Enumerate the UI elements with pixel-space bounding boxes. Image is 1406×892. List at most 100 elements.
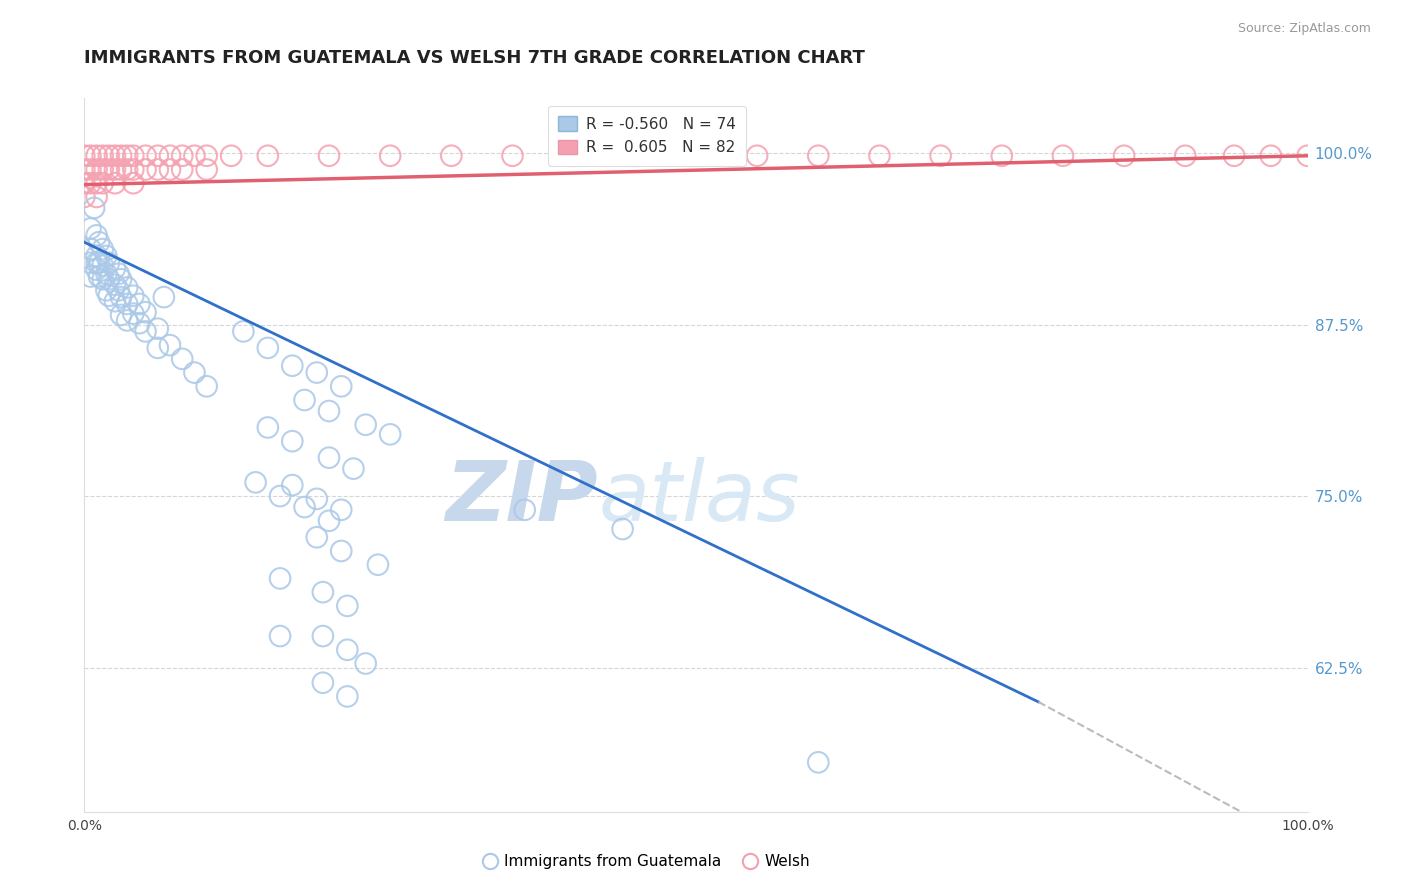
Point xyxy=(86,176,108,190)
Point xyxy=(318,404,340,418)
Point xyxy=(269,571,291,585)
Point xyxy=(318,450,340,465)
Point xyxy=(110,272,132,286)
Point xyxy=(172,149,194,163)
Point xyxy=(97,289,120,303)
Point xyxy=(183,149,205,163)
Point xyxy=(1296,149,1319,163)
Point xyxy=(73,149,96,163)
Point xyxy=(195,162,218,177)
Point xyxy=(122,149,145,163)
Point xyxy=(257,420,280,434)
Point xyxy=(115,297,138,311)
Point xyxy=(367,558,389,572)
Point xyxy=(336,599,359,613)
Point xyxy=(807,756,830,770)
Point xyxy=(110,162,132,177)
Point xyxy=(122,289,145,303)
Point xyxy=(79,242,101,256)
Point xyxy=(115,149,138,163)
Legend: Immigrants from Guatemala, Welsh: Immigrants from Guatemala, Welsh xyxy=(478,848,815,875)
Point xyxy=(87,256,110,270)
Text: Source: ZipAtlas.com: Source: ZipAtlas.com xyxy=(1237,22,1371,36)
Point xyxy=(97,162,120,177)
Point xyxy=(1260,149,1282,163)
Point xyxy=(115,313,138,327)
Point xyxy=(104,294,127,309)
Point xyxy=(122,176,145,190)
Point xyxy=(86,262,108,277)
Point xyxy=(96,267,118,281)
Point xyxy=(342,461,364,475)
Point xyxy=(122,307,145,321)
Point xyxy=(562,149,585,163)
Point xyxy=(807,149,830,163)
Point xyxy=(135,305,157,319)
Point xyxy=(294,392,316,407)
Point xyxy=(513,503,536,517)
Point xyxy=(115,280,138,294)
Point xyxy=(869,149,891,163)
Point xyxy=(172,351,194,366)
Text: IMMIGRANTS FROM GUATEMALA VS WELSH 7TH GRADE CORRELATION CHART: IMMIGRANTS FROM GUATEMALA VS WELSH 7TH G… xyxy=(84,49,865,67)
Point xyxy=(110,290,132,304)
Point xyxy=(104,176,127,190)
Point xyxy=(104,149,127,163)
Point xyxy=(269,489,291,503)
Point xyxy=(312,675,335,690)
Point xyxy=(83,201,105,215)
Point xyxy=(380,149,402,163)
Point xyxy=(312,629,335,643)
Point xyxy=(1052,149,1074,163)
Point xyxy=(104,277,127,292)
Point xyxy=(440,149,463,163)
Point xyxy=(354,417,377,432)
Point xyxy=(96,283,118,297)
Point xyxy=(110,308,132,322)
Point xyxy=(107,267,129,281)
Point xyxy=(624,149,647,163)
Point xyxy=(104,261,127,276)
Point xyxy=(159,162,181,177)
Point xyxy=(305,366,328,380)
Point xyxy=(73,176,96,190)
Point xyxy=(91,242,114,256)
Point xyxy=(73,162,96,177)
Point xyxy=(146,162,169,177)
Point xyxy=(97,149,120,163)
Point xyxy=(146,341,169,355)
Point xyxy=(86,249,108,263)
Point xyxy=(747,149,769,163)
Point xyxy=(380,427,402,442)
Point xyxy=(312,585,335,599)
Point xyxy=(1223,149,1246,163)
Point xyxy=(86,190,108,204)
Text: ZIP: ZIP xyxy=(446,458,598,538)
Point xyxy=(115,162,138,177)
Point xyxy=(183,366,205,380)
Point xyxy=(245,475,267,490)
Point xyxy=(96,249,118,263)
Point xyxy=(91,259,114,273)
Point xyxy=(87,269,110,284)
Point xyxy=(122,162,145,177)
Point xyxy=(318,149,340,163)
Point xyxy=(135,325,157,339)
Point xyxy=(135,149,157,163)
Point xyxy=(153,290,176,304)
Point xyxy=(219,149,242,163)
Point xyxy=(91,272,114,286)
Point xyxy=(79,269,101,284)
Point xyxy=(305,530,328,544)
Point xyxy=(294,500,316,514)
Point xyxy=(97,256,120,270)
Point xyxy=(110,149,132,163)
Point xyxy=(195,149,218,163)
Point xyxy=(86,149,108,163)
Point xyxy=(91,162,114,177)
Point xyxy=(336,690,359,704)
Point xyxy=(502,149,524,163)
Point xyxy=(79,149,101,163)
Point xyxy=(79,162,101,177)
Point xyxy=(269,629,291,643)
